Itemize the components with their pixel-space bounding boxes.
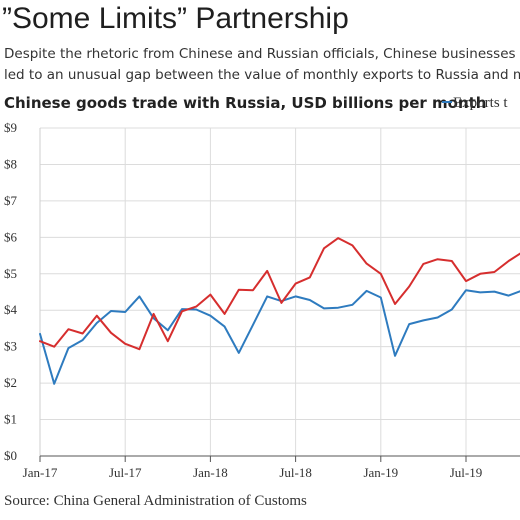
series-layer (39, 237, 520, 385)
subtitle: Despite the rhetoric from Chinese and Ru… (4, 44, 520, 86)
y-tick-label-3: $3 (4, 339, 17, 354)
y-tick-label-6: $6 (4, 229, 18, 244)
y-tick-label-8: $8 (4, 156, 17, 171)
subtitle-line-2: led to an unusual gap between the value … (4, 67, 520, 83)
y-tick-label-0: $0 (4, 448, 17, 463)
y-tick-label-9: $9 (4, 120, 17, 135)
axis-layer: $0 $1 $2 $3 $4 $5 $6 $7 $8 $9 Jan-17 Jul-17 Jan-18 Ju… (4, 120, 520, 480)
y-tick-label-1: $1 (4, 412, 17, 427)
series-line-2 (39, 237, 520, 351)
x-tick-label-3: Jul-18 (279, 465, 312, 480)
y-tick-label-5: $5 (4, 266, 17, 281)
grid-layer (39, 127, 520, 456)
subtitle-line-1: Despite the rhetoric from Chinese and Ru… (4, 46, 520, 62)
x-tick-label-5: Jul-19 (450, 465, 483, 480)
source-note: Source: China General Administration of … (4, 493, 307, 509)
y-tick-label-7: $7 (4, 193, 18, 208)
chart-title: Chinese goods trade with Russia, USD bil… (4, 94, 487, 112)
legend: Exports t (442, 95, 508, 112)
y-tick-label-2: $2 (4, 375, 17, 390)
legend-swatch-exports (442, 100, 452, 103)
line-chart: $0 $1 $2 $3 $4 $5 $6 $7 $8 $9 Jan-17 Jul-17 Jan-18 Ju… (4, 120, 520, 480)
y-tick-label-4: $4 (4, 302, 18, 317)
x-tick-label-4: Jan-19 (363, 465, 398, 480)
page-title: ”Some Limits” Partnership (2, 2, 349, 35)
x-tick-label-1: Jul-17 (109, 465, 142, 480)
x-tick-label-2: Jan-18 (193, 465, 228, 480)
legend-label-exports: Exports t (453, 95, 508, 111)
x-tick-label-0: Jan-17 (23, 465, 58, 480)
series-line-1 (39, 289, 520, 385)
